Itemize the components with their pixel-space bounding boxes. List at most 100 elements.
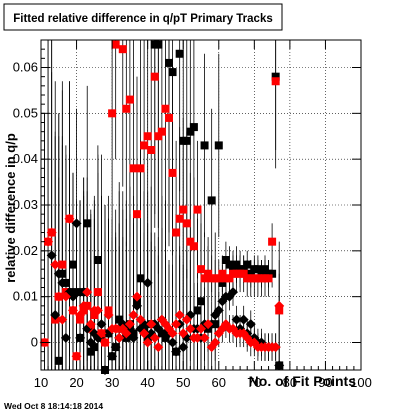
data-point-square bbox=[108, 109, 117, 118]
data-point-square bbox=[93, 256, 102, 264]
data-point-diamond bbox=[68, 291, 78, 302]
data-point-diamond bbox=[110, 342, 121, 353]
data-point-square bbox=[157, 127, 166, 136]
data-point-square bbox=[172, 228, 181, 237]
data-point-square bbox=[200, 274, 209, 283]
data-point-diamond bbox=[171, 319, 182, 330]
data-point-square bbox=[147, 146, 156, 154]
data-point-square bbox=[197, 297, 205, 306]
data-point-diamond bbox=[203, 319, 214, 330]
data-point-diamond bbox=[128, 310, 139, 320]
data-point-diamond bbox=[110, 323, 121, 334]
data-point-diamond bbox=[228, 287, 238, 298]
data-point-diamond bbox=[153, 323, 164, 334]
data-point-diamond bbox=[142, 337, 153, 348]
data-point-square bbox=[189, 242, 198, 251]
data-point-square bbox=[72, 288, 81, 297]
data-point-diamond bbox=[192, 332, 203, 343]
data-point-square bbox=[54, 356, 63, 365]
data-point-diamond bbox=[68, 305, 78, 316]
data-point-square bbox=[129, 164, 138, 173]
data-point-diamond bbox=[57, 277, 68, 288]
data-point-square bbox=[90, 343, 99, 352]
data-point-square bbox=[218, 278, 227, 287]
data-point-diamond bbox=[71, 218, 82, 229]
data-point-diamond bbox=[199, 332, 210, 343]
data-point-diamond bbox=[128, 332, 139, 343]
data-point-diamond bbox=[57, 314, 68, 325]
data-point-diamond bbox=[50, 310, 61, 320]
data-point-square bbox=[271, 72, 280, 81]
x-tick-label: 100 bbox=[350, 375, 372, 390]
data-point-diamond bbox=[210, 337, 221, 348]
data-point-square bbox=[257, 269, 266, 278]
data-point-square bbox=[86, 347, 95, 356]
data-point-square bbox=[221, 256, 230, 264]
data-point-diamond bbox=[53, 268, 64, 279]
data-point-diamond bbox=[171, 346, 182, 357]
data-point-diamond bbox=[132, 291, 142, 302]
data-point-diamond bbox=[78, 300, 89, 311]
data-point-square bbox=[204, 269, 213, 278]
data-point-square bbox=[261, 265, 269, 274]
data-point-diamond bbox=[167, 337, 178, 348]
data-point-diamond bbox=[174, 310, 185, 320]
data-point-square bbox=[175, 49, 184, 58]
data-point-square bbox=[69, 260, 77, 269]
data-point-diamond bbox=[178, 328, 189, 339]
data-point-square bbox=[175, 214, 184, 223]
data-point-diamond bbox=[103, 310, 114, 320]
chart-title: Fitted relative difference in q/pT Prima… bbox=[13, 13, 272, 25]
x-tick-label: 30 bbox=[105, 375, 119, 390]
axis-ticks bbox=[40, 40, 362, 370]
data-point-diamond bbox=[82, 287, 93, 298]
x-tick-label: 90 bbox=[318, 375, 332, 390]
data-point-diamond bbox=[92, 305, 103, 316]
data-point-square bbox=[186, 237, 195, 246]
title-box bbox=[3, 3, 283, 31]
data-point-square bbox=[182, 136, 191, 145]
timestamp: Wed Oct 8 18:14:18 2014 bbox=[4, 401, 103, 411]
data-point-square bbox=[239, 269, 248, 278]
data-point-square bbox=[58, 260, 67, 269]
data-point-diamond bbox=[46, 250, 57, 261]
data-point-diamond bbox=[121, 328, 132, 339]
y-tick-label: 0.06 bbox=[13, 60, 38, 75]
data-point-diamond bbox=[274, 300, 285, 311]
x-tick-label: 60 bbox=[212, 375, 226, 390]
y-tick-label: 0.02 bbox=[13, 243, 38, 258]
x-tick-label: 50 bbox=[176, 375, 190, 390]
data-point-square bbox=[83, 219, 92, 228]
data-point-square bbox=[253, 265, 262, 274]
data-point-square bbox=[136, 274, 145, 283]
data-point-square bbox=[168, 168, 177, 177]
data-point-square bbox=[150, 72, 159, 81]
data-point-square bbox=[214, 274, 223, 283]
data-point-diamond bbox=[142, 277, 153, 288]
data-point-square bbox=[225, 274, 234, 283]
data-point-square bbox=[193, 205, 202, 214]
data-point-square bbox=[243, 260, 252, 269]
data-point-square bbox=[189, 123, 198, 132]
data-point-square bbox=[140, 141, 149, 150]
data-point-diamond bbox=[231, 314, 242, 325]
data-point-square bbox=[229, 265, 237, 274]
data-point-square bbox=[207, 196, 216, 205]
data-point-diamond bbox=[196, 323, 206, 334]
data-point-square bbox=[268, 237, 277, 246]
data-point-square bbox=[239, 265, 248, 274]
data-point-diamond bbox=[107, 351, 118, 362]
data-point-diamond bbox=[146, 319, 157, 330]
data-point-diamond bbox=[132, 300, 142, 311]
data-point-square bbox=[136, 164, 145, 173]
x-tick-label: 40 bbox=[140, 375, 154, 390]
y-axis-label: relative difference in q/p bbox=[3, 133, 18, 283]
data-point-diamond bbox=[96, 328, 107, 339]
data-point-diamond bbox=[149, 332, 160, 343]
y-tick-label: 0.05 bbox=[13, 105, 38, 120]
tick-labels: 10 20 30 40 50 60 70 80 90 100 0 0.01 0.02 0.03 0.04 0.… bbox=[13, 60, 372, 391]
data-point-square bbox=[271, 77, 280, 86]
data-point-square bbox=[154, 40, 163, 49]
data-point-diamond bbox=[71, 351, 82, 362]
y-tick-label: 0.03 bbox=[13, 197, 38, 212]
